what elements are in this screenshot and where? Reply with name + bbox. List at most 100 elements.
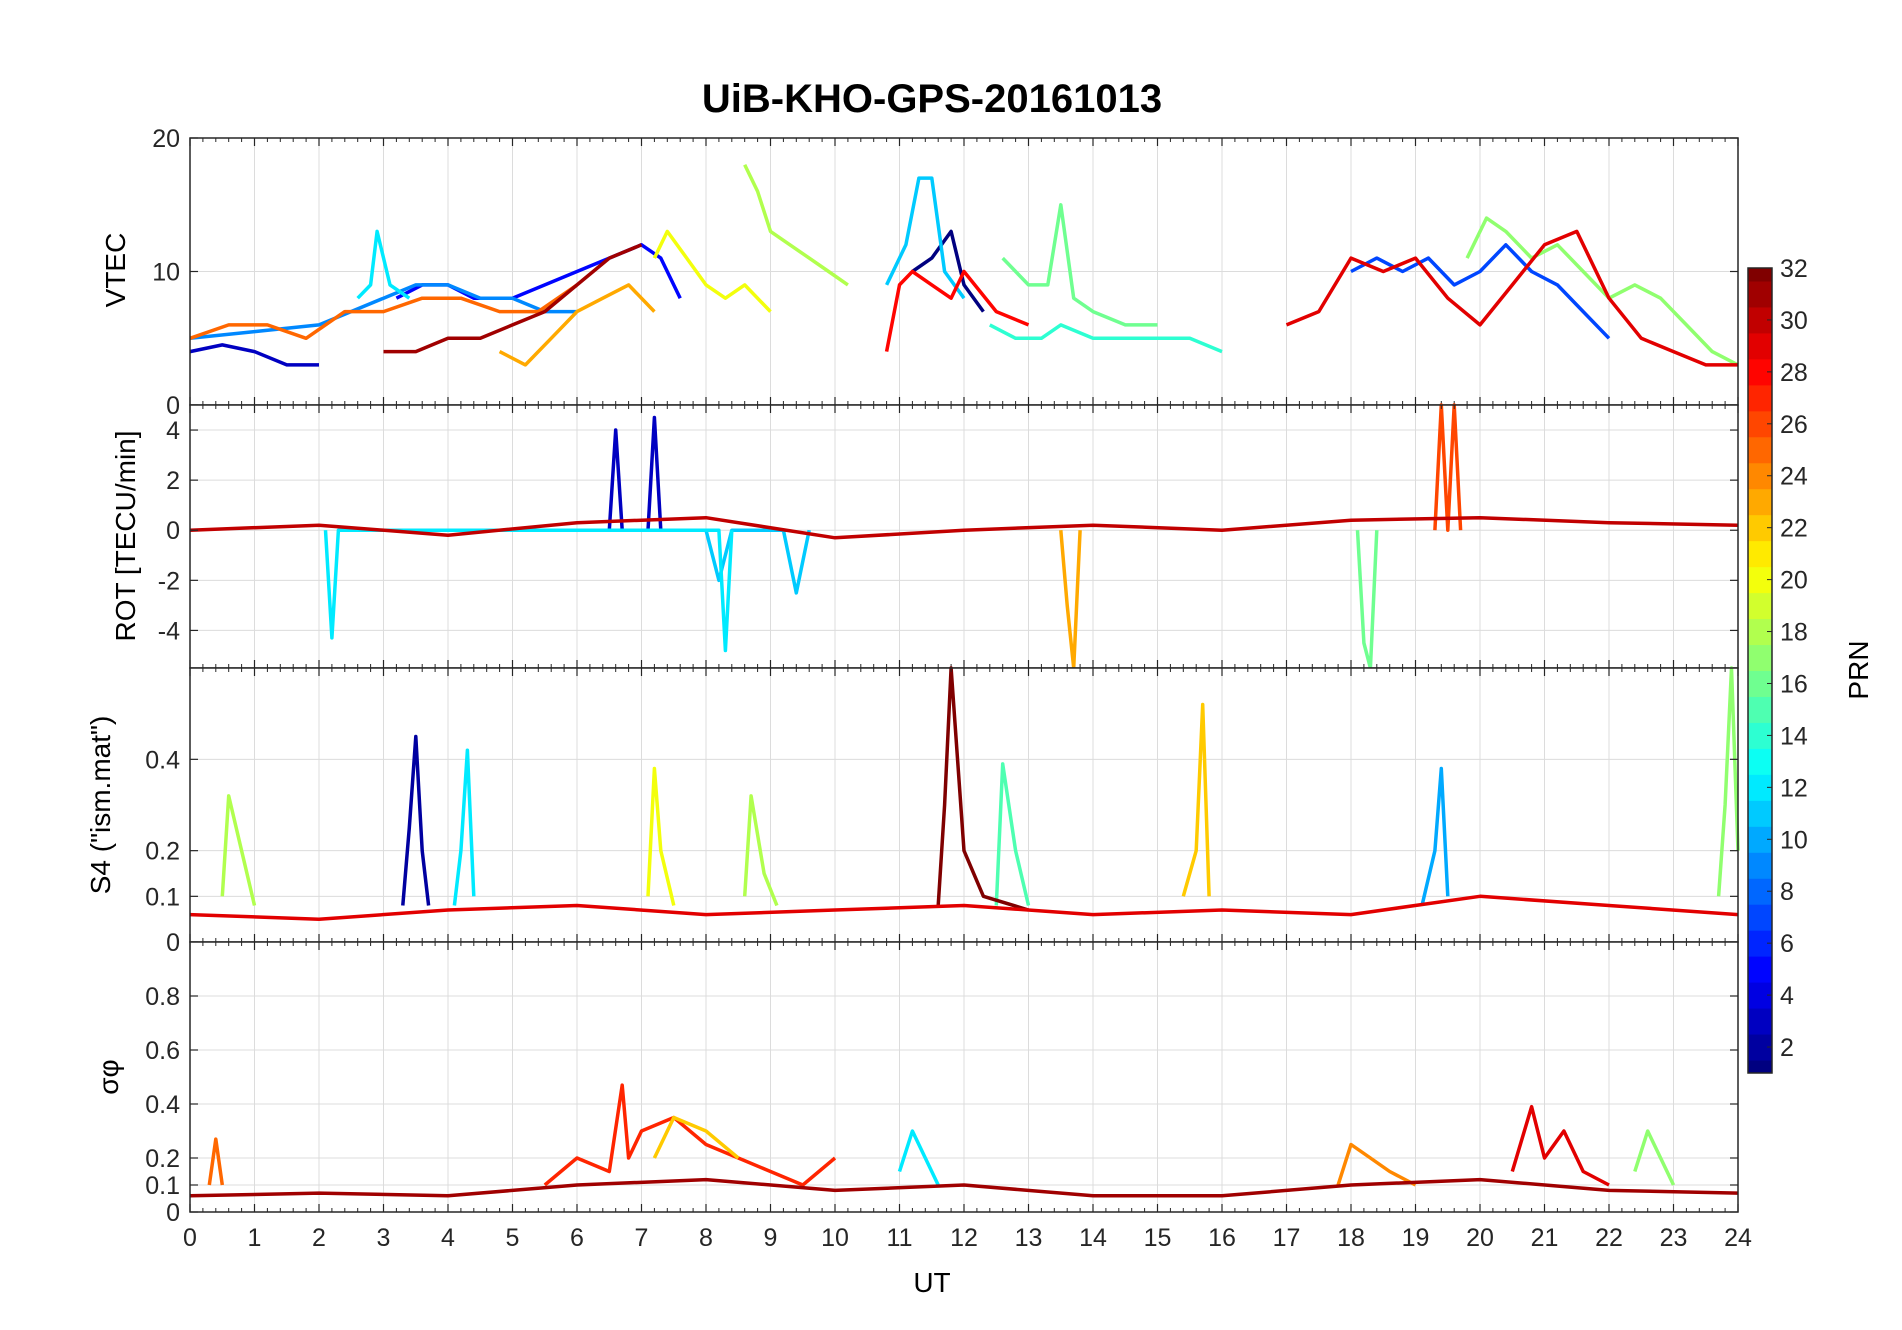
x-tick-label: 3 xyxy=(377,1224,391,1252)
series-line-prn-29 xyxy=(189,894,1739,921)
series-line-prn-22 xyxy=(652,1115,740,1160)
colorbar-tick-label: 6 xyxy=(1780,930,1794,958)
x-tick-label: 7 xyxy=(635,1224,649,1252)
y-tick-label: 0.1 xyxy=(145,883,180,911)
x-tick-label: 24 xyxy=(1724,1224,1752,1252)
panel-4: 00.10.2 0.4 0.6 0.8 σφ xyxy=(93,941,1739,1227)
y-tick-label: 0 xyxy=(166,392,180,420)
y-axis-label: σφ xyxy=(93,1059,124,1094)
colorbar-band xyxy=(1748,1008,1772,1035)
series-line-prn-24 xyxy=(1336,1142,1417,1187)
colorbar-tick-label: 4 xyxy=(1780,982,1794,1010)
y-axis-label: ROT [TECU/min] xyxy=(110,430,141,641)
series-line-prn-18 xyxy=(743,163,849,287)
x-tick-label: 22 xyxy=(1595,1224,1623,1252)
colorbar-band xyxy=(1748,956,1772,983)
colorbar-band xyxy=(1748,696,1772,723)
series-line-prn-23 xyxy=(498,283,656,367)
y-tick-label: 0.1 xyxy=(145,1172,180,1200)
series-line-prn-29 xyxy=(1510,1104,1610,1187)
colorbar-tick-label: 10 xyxy=(1780,826,1808,854)
colorbar-band xyxy=(1748,748,1772,775)
x-tick-label: 19 xyxy=(1402,1224,1430,1252)
panel-3: 0 0.1 0.2 0.4 S4 ("ism.mat") xyxy=(85,666,1740,957)
series-line-prn-25 xyxy=(189,283,578,341)
series-line-prn-12 xyxy=(452,748,476,906)
colorbar-band xyxy=(1748,800,1772,827)
panel-2: -4 -2 0 2 4 ROT [TECU/min] xyxy=(110,403,1739,670)
series-line-prn-18 xyxy=(220,794,257,906)
x-tick-label: 5 xyxy=(506,1224,520,1252)
y-tick-label: 0 xyxy=(166,517,180,545)
y-tick-label: 2 xyxy=(166,467,180,495)
colorbar-tick-label: 18 xyxy=(1780,619,1808,647)
colorbar-band xyxy=(1748,644,1772,671)
colorbar-band xyxy=(1748,592,1772,620)
x-tick-label: 20 xyxy=(1466,1224,1494,1252)
series-line-prn-12 xyxy=(323,528,734,653)
series-line-prn-12 xyxy=(356,229,411,300)
y-tick-label: 0.8 xyxy=(145,983,180,1011)
series-line-prn-16 xyxy=(1355,530,1379,670)
x-tick-label: 2 xyxy=(312,1224,326,1252)
colorbar-band xyxy=(1748,852,1772,879)
x-tick-label: 15 xyxy=(1144,1224,1172,1252)
colorbar-tick-label: 28 xyxy=(1780,359,1808,387)
x-tick-label: 16 xyxy=(1208,1224,1236,1252)
colorbar-tick-label: 16 xyxy=(1780,670,1808,698)
colorbar-label: PRN xyxy=(1843,640,1874,699)
series-line-prn-32 xyxy=(936,666,1030,912)
series-line-prn-11 xyxy=(704,528,811,595)
x-tick-label: 17 xyxy=(1273,1224,1301,1252)
colorbar-band xyxy=(1748,488,1772,516)
y-tick-label: 20 xyxy=(152,125,180,153)
x-tick-label: 10 xyxy=(821,1224,849,1252)
x-axis-label: UT xyxy=(913,1267,950,1298)
x-tick-label: 6 xyxy=(570,1224,584,1252)
y-axis-label: VTEC xyxy=(100,233,131,308)
colorbar-band xyxy=(1748,1060,1772,1074)
colorbar-tick-label: 2 xyxy=(1780,1034,1794,1062)
x-tick-label: 13 xyxy=(1015,1224,1043,1252)
y-tick-label: 10 xyxy=(152,259,180,287)
x-tick-label: 9 xyxy=(764,1224,778,1252)
series-line-prn-20 xyxy=(652,229,772,313)
series-line-prn-31 xyxy=(189,1177,1739,1198)
y-axis-label: S4 ("ism.mat") xyxy=(85,716,116,895)
x-tick-label: 4 xyxy=(441,1224,455,1252)
series-line-prn-17 xyxy=(1633,1129,1676,1186)
x-tick-label: 18 xyxy=(1337,1224,1365,1252)
x-tick-label: 11 xyxy=(887,1224,913,1252)
colorbar-band xyxy=(1748,540,1772,568)
y-tick-label: -4 xyxy=(158,617,180,645)
y-tick-label: 4 xyxy=(166,417,180,445)
y-tick-label: 0 xyxy=(166,1199,180,1227)
colorbar-tick-label: 8 xyxy=(1780,878,1794,906)
colorbar-band xyxy=(1748,268,1772,282)
series-line-prn-28 xyxy=(884,269,1030,352)
y-tick-label: 0.4 xyxy=(145,1091,180,1119)
series-line-prn-14 xyxy=(988,323,1223,354)
series-line-prn-20 xyxy=(646,766,676,906)
series-line-prn-25 xyxy=(207,1137,225,1186)
series-line-prn-10 xyxy=(1420,766,1450,906)
series-line-prn-2 xyxy=(401,734,431,906)
y-tick-label: 0.6 xyxy=(145,1037,180,1065)
colorbar-tick-label: 30 xyxy=(1780,307,1808,335)
y-tick-label: -2 xyxy=(158,567,180,595)
colorbar-frame xyxy=(1747,267,1773,1074)
series-line-prn-16 xyxy=(1001,203,1158,327)
x-tick-labels: 0 1 2 3 4 5 6 7 8 9 10 11 12 13 14 15 16 17 18 19 20 21 22 23 24 xyxy=(183,1224,1752,1252)
series-line-prn-27 xyxy=(543,1083,837,1187)
series-line-prn-31 xyxy=(383,243,643,354)
series-line-prn-11 xyxy=(885,176,966,300)
x-tick-label: 8 xyxy=(699,1224,713,1252)
colorbar-tick-label: 24 xyxy=(1780,463,1808,491)
series-line-prn-3 xyxy=(189,343,319,367)
x-tick-label: 12 xyxy=(950,1224,978,1252)
x-tick-label: 0 xyxy=(183,1224,197,1252)
series-line-prn-26 xyxy=(1433,403,1463,532)
colorbar-band xyxy=(1748,384,1772,412)
